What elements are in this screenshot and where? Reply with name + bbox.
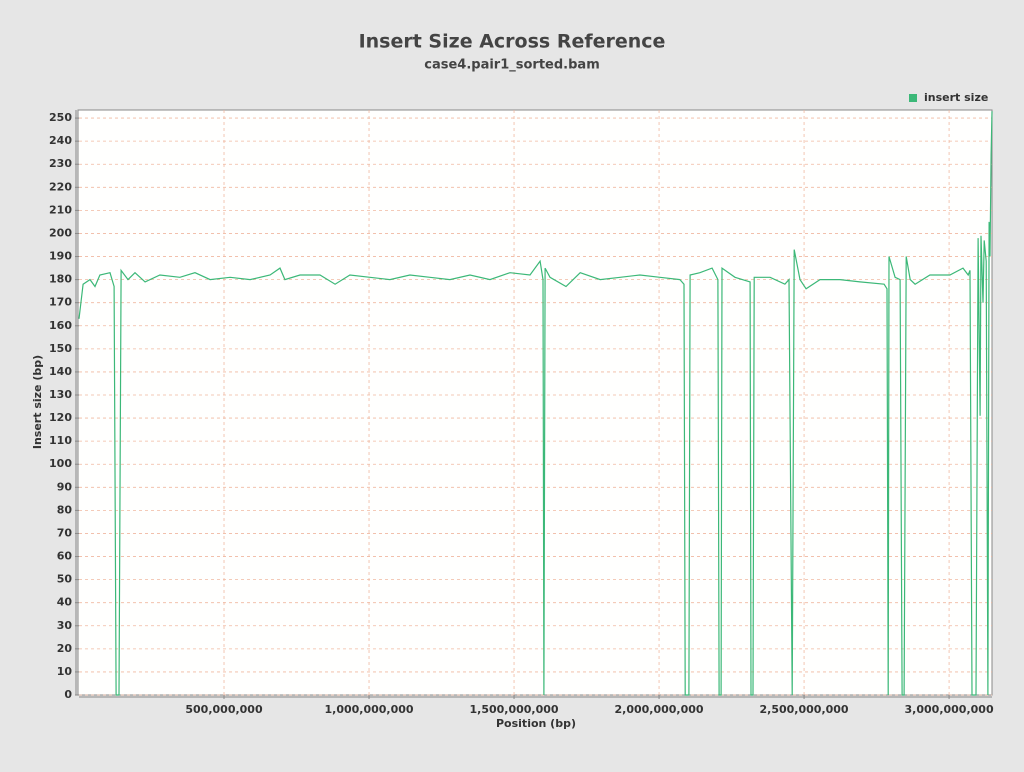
y-tick-label: 170 — [49, 296, 72, 309]
plot-area — [77, 109, 993, 696]
legend-swatch — [909, 94, 917, 102]
y-tick-label: 70 — [57, 526, 73, 539]
y-tick-label: 10 — [57, 665, 73, 678]
y-tick-label: 250 — [49, 111, 72, 124]
y-tick-label: 90 — [57, 480, 73, 493]
y-axis-label: Insert size (bp) — [31, 355, 44, 449]
y-tick-label: 60 — [57, 550, 73, 563]
y-tick-label: 140 — [49, 365, 72, 378]
y-tick-label: 80 — [57, 503, 73, 516]
y-tick-label: 20 — [57, 642, 73, 655]
y-tick-label: 100 — [49, 457, 72, 470]
y-tick-label: 240 — [49, 134, 72, 147]
y-tick-label: 120 — [49, 411, 72, 424]
x-tick-label: 500,000,000 — [185, 703, 263, 716]
y-tick-label: 30 — [57, 619, 73, 632]
y-tick-label: 200 — [49, 226, 72, 239]
y-tick-label: 220 — [49, 180, 72, 193]
x-tick-label: 1,500,000,000 — [469, 703, 558, 716]
y-tick-label: 0 — [64, 688, 72, 701]
y-tick-label: 50 — [57, 573, 73, 586]
chart-title: Insert Size Across Reference — [359, 31, 666, 53]
x-tick-label: 3,000,000,000 — [905, 703, 994, 716]
y-tick-label: 160 — [49, 319, 72, 332]
y-tick-label: 230 — [49, 157, 72, 170]
y-tick-label: 180 — [49, 273, 72, 286]
x-tick-label: 2,500,000,000 — [760, 703, 849, 716]
x-tick-label: 2,000,000,000 — [615, 703, 704, 716]
x-axis-label: Position (bp) — [496, 717, 576, 730]
legend-label: insert size — [924, 91, 988, 104]
chart-subtitle: case4.pair1_sorted.bam — [424, 58, 600, 73]
y-tick-label: 40 — [57, 596, 73, 609]
y-tick-label: 110 — [49, 434, 72, 447]
data-line — [78, 111, 993, 696]
y-tick-label: 190 — [49, 250, 72, 263]
y-tick-label: 150 — [49, 342, 72, 355]
y-tick-label: 210 — [49, 203, 72, 216]
y-tick-label: 130 — [49, 388, 72, 401]
x-tick-label: 1,000,000,000 — [324, 703, 413, 716]
